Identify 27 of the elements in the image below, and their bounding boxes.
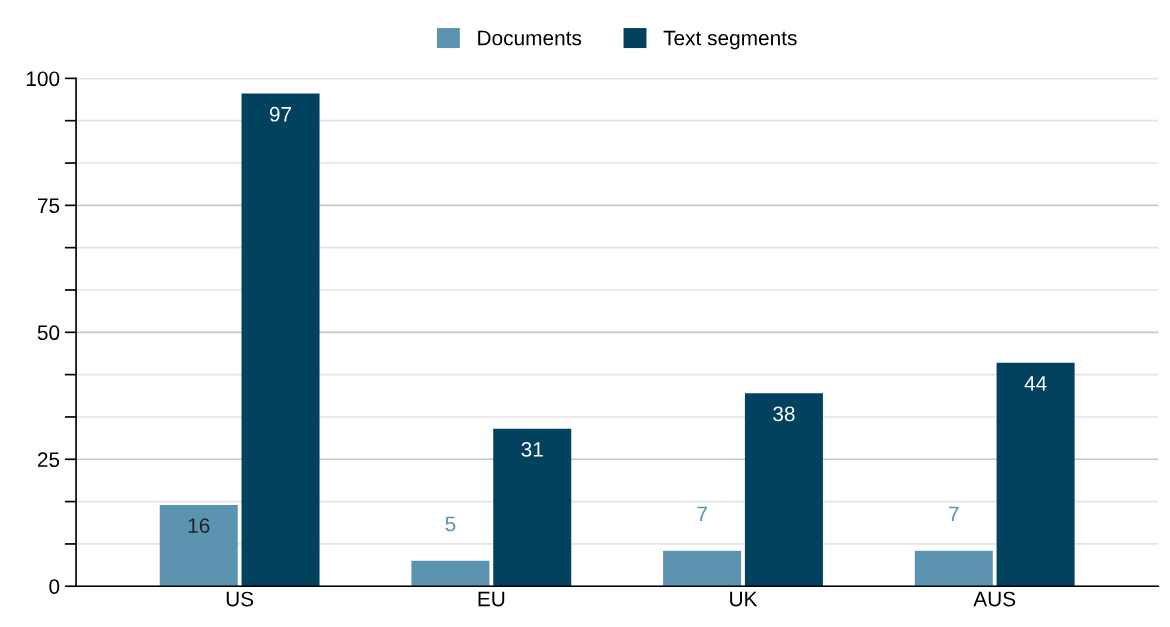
bar [744, 393, 823, 587]
bar [996, 362, 1075, 587]
bar [914, 550, 993, 587]
data-label: 31 [521, 442, 543, 457]
x-tick-label: EU [478, 591, 505, 607]
y-tick-label: 100 [26, 71, 60, 87]
bar [411, 560, 490, 587]
data-label: 38 [773, 406, 795, 422]
bar [663, 550, 742, 587]
x-tick-label: AUS [973, 591, 1016, 607]
y-tick-label: 25 [37, 452, 60, 468]
bar [493, 428, 572, 587]
y-tick-label: 0 [49, 579, 60, 594]
y-tick-label: 50 [37, 325, 60, 341]
data-label: 44 [1024, 376, 1047, 391]
data-label: 7 [949, 506, 959, 521]
legend-label: Documents [478, 30, 582, 46]
data-label: 7 [697, 506, 707, 521]
x-tick-label: US [226, 591, 254, 607]
bar [241, 93, 320, 587]
legend-label: Text segments [663, 30, 797, 50]
bar [159, 504, 238, 587]
y-tick-label: 75 [37, 198, 60, 214]
data-label: 5 [445, 516, 456, 532]
data-label: 97 [269, 106, 292, 122]
data-label: 16 [188, 518, 210, 533]
x-tick-label: UK [730, 591, 758, 607]
